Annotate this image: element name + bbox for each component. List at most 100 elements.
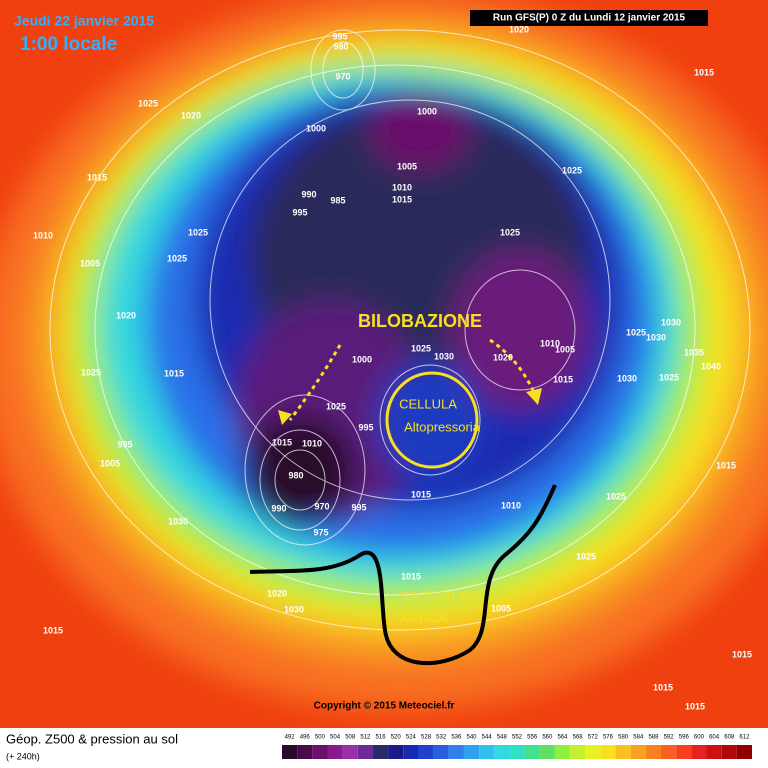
isobar-label: 1015	[732, 649, 752, 659]
isobar-label: 1020	[116, 310, 136, 320]
colorbar-label: 604	[709, 735, 720, 741]
colorbar-cell	[615, 745, 631, 759]
colorbar-label: 508	[345, 735, 356, 741]
isobar-label: 995	[332, 31, 347, 41]
colorbar-cell	[645, 745, 662, 759]
isobar-label: 1005	[397, 161, 417, 171]
isobar-label: 1015	[401, 571, 421, 581]
isobar-label: 1005	[491, 603, 511, 613]
colorbar-cell	[418, 745, 434, 759]
isobar-label: 1015	[685, 701, 705, 711]
colorbar-cell	[282, 745, 298, 759]
isobar-label: 1005	[100, 458, 120, 468]
valid-time: 1:00 locale	[20, 34, 117, 55]
colorbar-cell	[357, 745, 373, 759]
annotation: BILOBAZIONE	[358, 311, 482, 331]
isobar-label: 975	[313, 527, 328, 537]
colorbar-cell	[554, 745, 571, 759]
colorbar-label: 600	[694, 735, 705, 741]
colorbar-label: 612	[739, 735, 750, 741]
colorbar-cell	[524, 745, 540, 759]
isobar-label: 995	[351, 502, 366, 512]
colorbar-cell	[463, 745, 480, 759]
arrows	[288, 338, 537, 421]
colorbar-cell	[676, 745, 692, 759]
trough-line	[249, 484, 557, 666]
colorbar-cell	[342, 745, 358, 759]
isobar-label: 1040	[701, 361, 721, 371]
annotation: CELLULA	[399, 396, 457, 411]
isobar-label: 1015	[392, 194, 412, 204]
isobar-label: 990	[271, 503, 286, 513]
colorbar-cell	[372, 745, 389, 759]
colorbar-label: 592	[664, 735, 675, 741]
isobar-label: 1030	[661, 317, 681, 327]
isobar-label: 990	[301, 189, 316, 199]
isobar-label: 1020	[267, 588, 287, 598]
colorbar-label: 608	[724, 735, 735, 741]
isobar-label: 1025	[326, 401, 346, 411]
isobar-label: 1010	[540, 338, 560, 348]
colorbar-label: 540	[467, 735, 478, 741]
isobar-label: 1015	[653, 682, 673, 692]
isobar-label: 1010	[392, 182, 412, 192]
footer-title: Géop. Z500 & pression au sol	[6, 731, 178, 746]
isobar-label: 1015	[87, 172, 107, 182]
isobar-label: 1010	[302, 438, 322, 448]
colorbar-label: 564	[557, 735, 568, 741]
isobar-label: 995	[117, 439, 132, 449]
isobar-label: 995	[358, 422, 373, 432]
colorbar-cell	[312, 745, 328, 759]
isobar-label: 1015	[553, 374, 573, 384]
colorbar-label: 528	[421, 735, 432, 741]
run-info: Run GFS(P) 0 Z du Lundi 12 janvier 2015	[493, 13, 686, 24]
isobar-label: 995	[292, 207, 307, 217]
isobar-label: 1030	[168, 516, 188, 526]
colorbar-label: 588	[648, 735, 659, 741]
annotation: Altopressoria	[404, 419, 481, 434]
colorbar-cell	[691, 745, 707, 759]
isobar-label: 1025	[138, 98, 158, 108]
isobar-label: 1025	[81, 367, 101, 377]
isobar-label: 1020	[509, 24, 529, 34]
isobar-label: 1000	[352, 354, 372, 364]
isobar-label: 970	[314, 501, 329, 511]
isobar-label: 1020	[493, 352, 513, 362]
arrow-head	[278, 410, 292, 425]
colorbar-cell	[630, 745, 646, 759]
annotation: SACCATURA	[400, 588, 480, 603]
isobar-label: 1030	[434, 351, 454, 361]
isobar-label: 1030	[617, 373, 637, 383]
colorbar-label: 504	[330, 735, 341, 741]
colorbar-label: 580	[618, 735, 629, 741]
colorbar-label: 560	[542, 735, 553, 741]
isobar-label: 1025	[576, 551, 596, 561]
colorbar-label: 512	[360, 735, 371, 741]
colorbar-cell	[539, 745, 555, 759]
colorbar-label: 516	[376, 735, 387, 741]
isobar-label: 1010	[501, 500, 521, 510]
field: 9959809701000102010251020101510001015100…	[0, 0, 768, 728]
isobar-label: 1030	[646, 332, 666, 342]
isobar-label: 1035	[684, 347, 704, 357]
isobar-label: 1015	[694, 67, 714, 77]
colorbar-cell	[585, 745, 601, 759]
isobar-label: 980	[288, 470, 303, 480]
isobar-label: 1025	[606, 491, 626, 501]
colorbar-cell	[388, 745, 404, 759]
isobar-label: 1025	[167, 253, 187, 263]
colorbar-cell	[494, 745, 510, 759]
colorbar-label: 552	[512, 735, 523, 741]
colorbar-cell	[721, 745, 737, 759]
isobar-label: 1030	[284, 604, 304, 614]
colorbar-cell	[509, 745, 525, 759]
colorbar-label: 500	[315, 735, 326, 741]
colorbar-cell	[433, 745, 449, 759]
colorbar-label: 524	[406, 735, 417, 741]
colorbar-cell	[479, 745, 495, 759]
isobar-label: 1025	[411, 343, 431, 353]
colorbar-label: 536	[451, 735, 462, 741]
isobar-label: 1020	[181, 110, 201, 120]
colorbar-label: 584	[633, 735, 644, 741]
